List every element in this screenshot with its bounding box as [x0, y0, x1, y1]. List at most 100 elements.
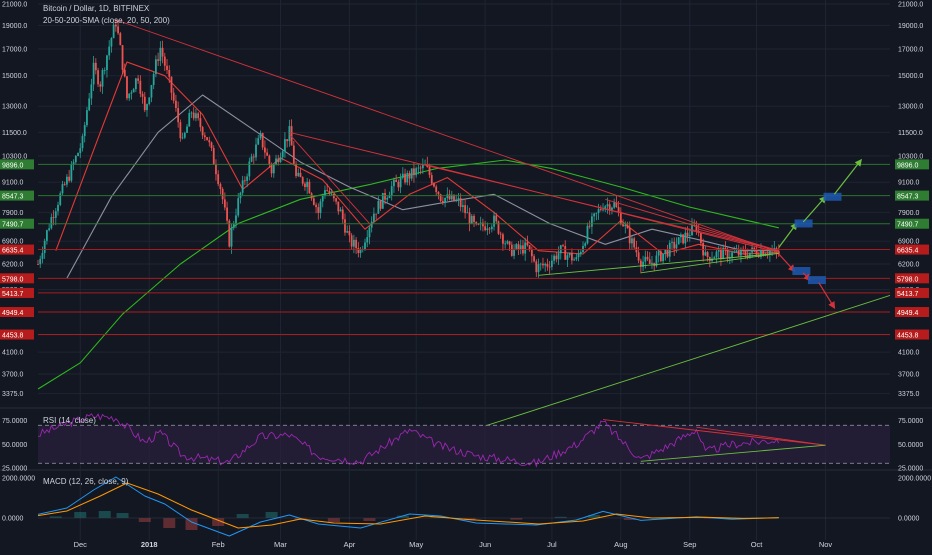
candle-body: [493, 216, 495, 227]
candle-body: [584, 243, 586, 246]
candle-body: [607, 204, 609, 206]
candle-body: [438, 192, 440, 194]
candle-body: [246, 176, 248, 180]
candle-body: [575, 257, 577, 259]
candle-body: [55, 211, 57, 218]
candle-body: [95, 63, 97, 70]
candle-body: [684, 233, 686, 244]
candle-body: [211, 142, 213, 148]
candle-body: [718, 250, 720, 252]
candle-body: [113, 25, 115, 38]
candle-body: [380, 201, 382, 209]
candle-body: [75, 156, 77, 162]
time-tick-label: Mar: [274, 540, 287, 549]
candle-body: [331, 194, 333, 195]
candle-body: [277, 158, 279, 162]
candle-body: [284, 139, 286, 151]
candle-body: [335, 198, 337, 201]
candle-body: [197, 113, 199, 118]
candle-body: [111, 38, 113, 46]
rsi-legend: RSI (14, close): [43, 415, 96, 426]
candle-body: [667, 250, 669, 257]
candle-body: [39, 259, 41, 264]
level-label-left: 9896.0: [2, 162, 24, 169]
candle-body: [46, 230, 48, 241]
rsi-tick-label-left: 75.0000: [2, 418, 27, 425]
candle-body: [264, 147, 266, 152]
candle-body: [226, 207, 228, 220]
candle-body: [168, 70, 170, 77]
candle-body: [502, 234, 504, 243]
candle-body: [404, 174, 406, 183]
candle-body: [188, 113, 190, 126]
candle-body: [135, 78, 137, 89]
candle-body: [386, 198, 388, 200]
time-tick-label: Nov: [819, 540, 833, 549]
candle-body: [297, 173, 299, 176]
candle-body: [751, 248, 753, 253]
candle-body: [442, 201, 444, 203]
candle-body: [535, 261, 537, 272]
price-tick-label-right: 10300.0: [898, 153, 923, 160]
rsi-tick-label-left: 25.0000: [2, 466, 27, 473]
candle-body: [484, 226, 486, 230]
candle-body: [266, 152, 268, 155]
candle-body: [415, 168, 417, 175]
candle-body: [268, 156, 270, 165]
candle-body: [384, 193, 386, 200]
candle-body: [224, 199, 226, 207]
candle-body: [337, 202, 339, 212]
candle-body: [664, 250, 666, 254]
candle-body: [64, 184, 66, 185]
candle-body: [547, 264, 549, 267]
candle-body: [578, 254, 580, 257]
candle-body: [738, 250, 740, 255]
rsi-tick-label-right: 50.0000: [898, 442, 923, 449]
sma-label: 20-50-200-SMA (close, 20, 50, 200): [43, 15, 170, 26]
candle-body: [50, 217, 52, 228]
candle-body: [553, 256, 555, 261]
candle-body: [595, 213, 597, 214]
level-label-left: 8547.3: [2, 194, 24, 201]
candle-body: [155, 59, 157, 74]
candle-body: [326, 190, 328, 191]
candle-body: [157, 59, 159, 61]
candle-body: [182, 138, 184, 139]
candle-body: [317, 207, 319, 213]
candle-body: [473, 216, 475, 222]
candle-body: [153, 74, 155, 85]
target-box: [792, 267, 810, 275]
price-tick-label-left: 6200.0: [2, 262, 24, 269]
candle-body: [166, 66, 168, 70]
candle-body: [184, 133, 186, 138]
candle-body: [397, 182, 399, 187]
price-tick-label-right: 4100.0: [898, 350, 920, 357]
candle-body: [716, 252, 718, 258]
candle-body: [491, 227, 493, 230]
candle-body: [244, 180, 246, 181]
candle-body: [108, 47, 110, 56]
candle-body: [435, 187, 437, 192]
candle-body: [139, 81, 141, 94]
candle-body: [324, 190, 326, 195]
candle-body: [458, 198, 460, 199]
candle-body: [302, 177, 304, 184]
candle-body: [242, 180, 244, 192]
candle-body: [731, 252, 733, 257]
macd-histogram-bar: [117, 513, 129, 518]
candle-body: [569, 253, 571, 255]
candle-body: [644, 257, 646, 262]
candle-body: [364, 242, 366, 249]
candle-body: [79, 148, 81, 153]
candle-body: [391, 186, 393, 195]
candle-body: [164, 57, 166, 66]
candle-body: [237, 198, 239, 215]
candle-body: [589, 226, 591, 227]
candle-body: [371, 222, 373, 228]
candle-body: [280, 157, 282, 162]
candle-body: [288, 126, 290, 141]
level-label-left: 6635.4: [2, 248, 24, 255]
candle-body: [355, 240, 357, 248]
